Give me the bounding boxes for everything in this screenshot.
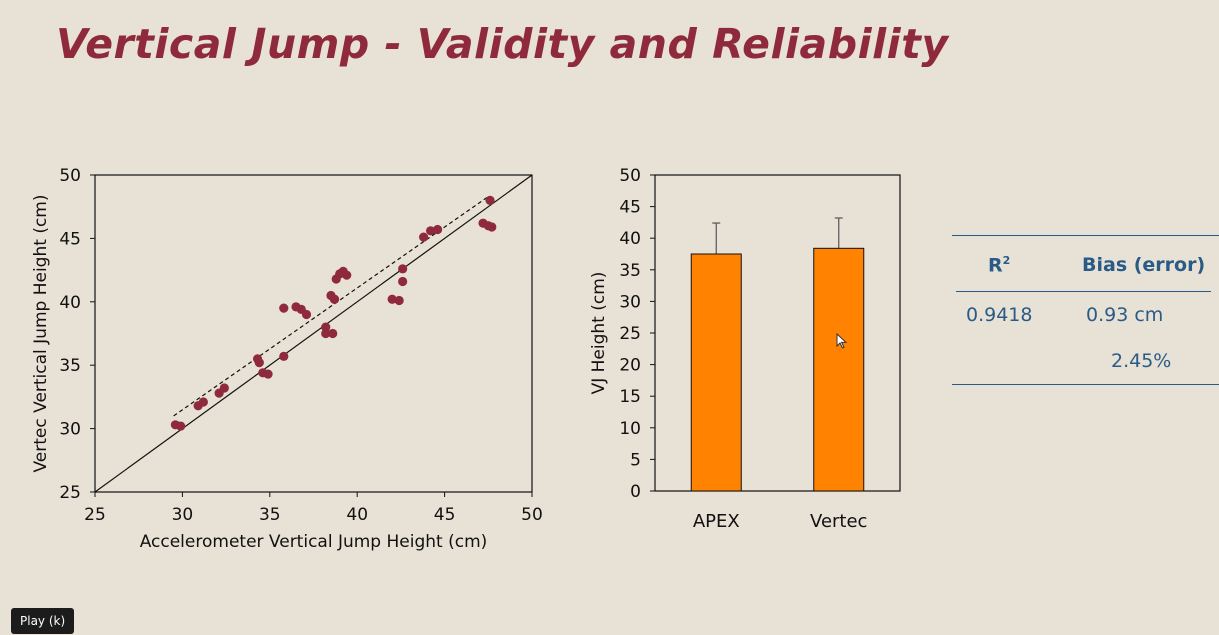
y-tick-label: 0 [630, 482, 641, 502]
stats-header-bias: Bias (error) [1082, 254, 1206, 276]
x-tick-label: 30 [172, 505, 194, 525]
bias-percent: 2.45% [1111, 350, 1172, 372]
data-point [426, 226, 436, 236]
y-tick-label: 35 [619, 261, 641, 281]
data-point [387, 294, 397, 304]
y-tick-label: 45 [59, 229, 81, 249]
data-point [328, 328, 338, 339]
bar-chart: 0 5 10 15 20 25 30 35 40 45 50 APEX Vertec VJ Height … [589, 166, 901, 532]
x-tick-label: Vertec [810, 511, 867, 532]
bar-apex [690, 253, 742, 492]
data-point [321, 328, 331, 339]
play-tooltip[interactable]: Play (k) [11, 608, 75, 634]
data-point [279, 351, 289, 361]
y-tick-label: 10 [619, 419, 641, 439]
x-tick-label: 25 [84, 505, 106, 525]
bar-vertec [813, 247, 865, 492]
x-tick-label: 40 [346, 505, 368, 525]
stats-table: R2 Bias (error) 0.9418 0.93 cm 2.45% [952, 235, 1219, 385]
data-point [219, 383, 229, 393]
data-point [263, 369, 273, 379]
y-axis-label: VJ Height (cm) [589, 272, 609, 395]
data-point [398, 276, 408, 287]
x-tick-label: 45 [434, 505, 456, 525]
stats-header-r2: R2 [988, 254, 1011, 277]
y-tick-label: 30 [619, 292, 641, 312]
y-tick-label: 50 [59, 166, 81, 186]
scatter-plot-frame [94, 174, 533, 493]
data-point [485, 195, 495, 205]
data-point [394, 295, 404, 306]
data-point [279, 303, 289, 313]
data-point [198, 397, 208, 407]
y-tick-label: 35 [59, 356, 81, 376]
slide-title: Vertical Jump - Validity and Reliability [56, 20, 949, 68]
data-point [398, 264, 408, 274]
y-tick-label: 25 [59, 483, 81, 503]
data-point [301, 309, 312, 320]
bias-value: 0.93 cm [1086, 304, 1164, 326]
regression-line [173, 196, 489, 417]
data-point [329, 294, 340, 304]
y-tick-label: 15 [619, 387, 641, 407]
y-tick-label: 45 [619, 198, 641, 218]
data-point [487, 222, 497, 232]
y-axis-label: Vertec Vertical Jump Height (cm) [31, 195, 51, 473]
x-tick-label: 50 [521, 505, 543, 525]
data-point [419, 232, 429, 242]
y-tick-label: 50 [619, 166, 641, 186]
data-point [254, 358, 264, 368]
scatter-chart: 25 30 35 40 45 50 25 30 35 40 45 50 Accelerometer Ve… [31, 166, 543, 552]
x-axis-label: Accelerometer Vertical Jump Height (cm) [140, 532, 488, 552]
y-tick-label: 20 [619, 356, 641, 376]
data-point [176, 421, 186, 431]
identity-line [94, 174, 533, 493]
data-point [433, 224, 443, 235]
x-tick-label: APEX [693, 511, 740, 532]
mouse-cursor-icon [836, 333, 848, 349]
y-tick-label: 30 [59, 420, 81, 440]
y-tick-label: 40 [619, 229, 641, 249]
stats-divider [956, 291, 1211, 292]
x-tick-label: 35 [259, 505, 281, 525]
data-point [342, 270, 352, 280]
r2-value: 0.9418 [966, 304, 1033, 326]
data-point [321, 322, 331, 332]
y-tick-label: 40 [59, 293, 81, 313]
y-tick-label: 5 [630, 450, 641, 470]
y-tick-label: 25 [619, 324, 641, 344]
